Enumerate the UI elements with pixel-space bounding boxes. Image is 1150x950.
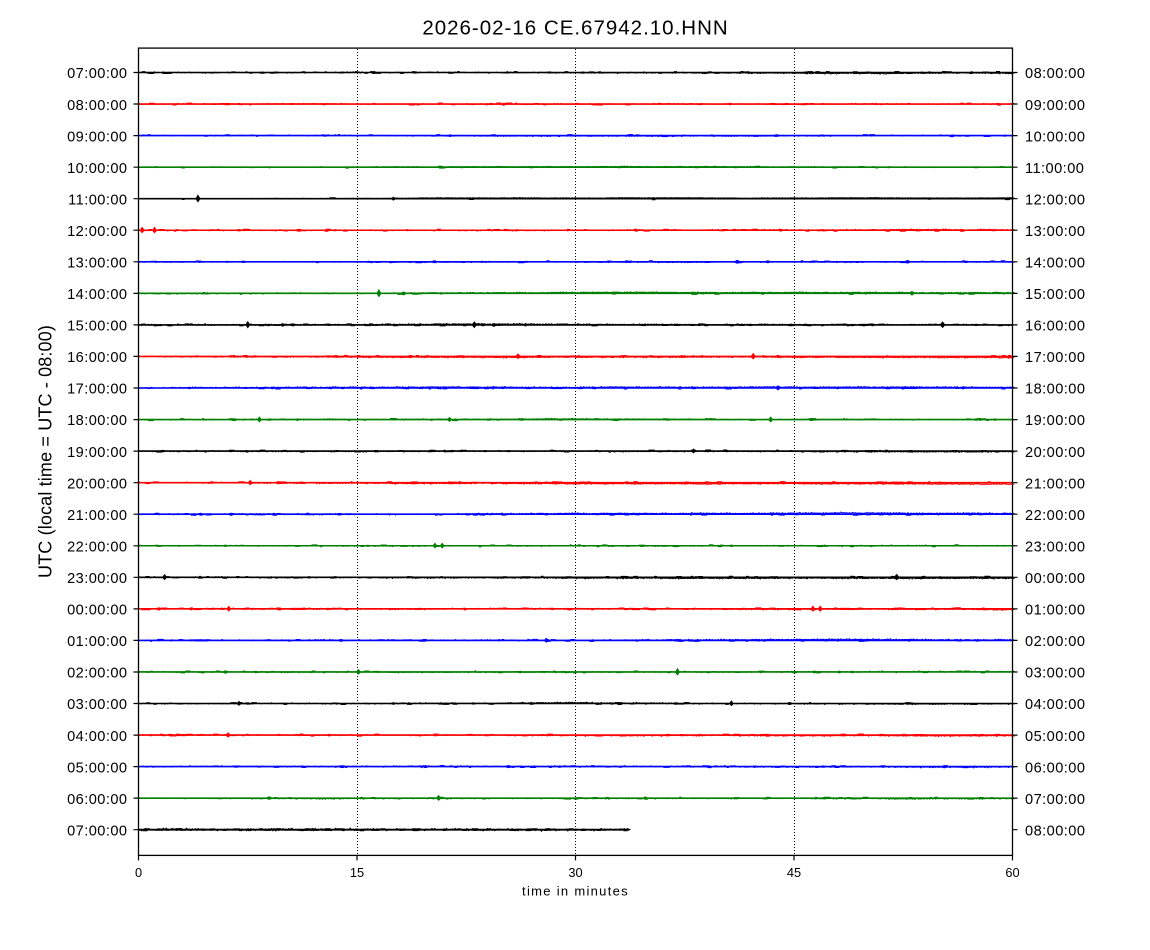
svg-text:18:00:00: 18:00:00 — [1025, 382, 1085, 398]
svg-text:21:00:00: 21:00:00 — [67, 508, 127, 524]
svg-text:11:00:00: 11:00:00 — [1025, 161, 1084, 177]
svg-text:15: 15 — [350, 865, 364, 880]
svg-text:00:00:00: 00:00:00 — [67, 603, 127, 619]
svg-text:09:00:00: 09:00:00 — [67, 129, 127, 145]
svg-text:03:00:00: 03:00:00 — [67, 697, 127, 713]
svg-text:02:00:00: 02:00:00 — [67, 666, 127, 682]
svg-text:14:00:00: 14:00:00 — [1025, 256, 1085, 272]
svg-text:UTC (local time = UTC - 08:00): UTC (local time = UTC - 08:00) — [36, 325, 56, 578]
svg-text:06:00:00: 06:00:00 — [67, 792, 127, 808]
svg-text:09:00:00: 09:00:00 — [1025, 98, 1085, 114]
svg-text:45: 45 — [787, 865, 801, 880]
svg-text:13:00:00: 13:00:00 — [67, 256, 127, 272]
svg-text:07:00:00: 07:00:00 — [67, 823, 127, 839]
svg-text:22:00:00: 22:00:00 — [67, 540, 127, 556]
svg-text:19:00:00: 19:00:00 — [1025, 413, 1085, 429]
svg-text:05:00:00: 05:00:00 — [67, 760, 127, 776]
svg-text:08:00:00: 08:00:00 — [1025, 823, 1085, 839]
svg-text:01:00:00: 01:00:00 — [1025, 603, 1085, 619]
svg-text:10:00:00: 10:00:00 — [67, 161, 127, 177]
svg-text:17:00:00: 17:00:00 — [67, 382, 127, 398]
svg-text:20:00:00: 20:00:00 — [67, 476, 127, 492]
svg-text:07:00:00: 07:00:00 — [67, 66, 127, 82]
svg-text:19:00:00: 19:00:00 — [67, 445, 127, 461]
svg-text:00:00:00: 00:00:00 — [1025, 571, 1085, 587]
svg-text:17:00:00: 17:00:00 — [1025, 350, 1085, 366]
svg-text:30: 30 — [568, 865, 582, 880]
svg-text:15:00:00: 15:00:00 — [1025, 287, 1085, 303]
svg-text:23:00:00: 23:00:00 — [1025, 540, 1085, 556]
svg-text:07:00:00: 07:00:00 — [1025, 792, 1085, 808]
svg-text:12:00:00: 12:00:00 — [67, 224, 127, 240]
svg-text:03:00:00: 03:00:00 — [1025, 666, 1085, 682]
svg-text:02:00:00: 02:00:00 — [1025, 634, 1085, 650]
svg-text:08:00:00: 08:00:00 — [1025, 66, 1085, 82]
svg-text:14:00:00: 14:00:00 — [67, 287, 127, 303]
svg-text:20:00:00: 20:00:00 — [1025, 445, 1085, 461]
svg-text:21:00:00: 21:00:00 — [1025, 476, 1085, 492]
svg-text:22:00:00: 22:00:00 — [1025, 508, 1085, 524]
svg-text:01:00:00: 01:00:00 — [67, 634, 127, 650]
svg-text:60: 60 — [1005, 865, 1019, 880]
svg-text:10:00:00: 10:00:00 — [1025, 129, 1085, 145]
svg-text:11:00:00: 11:00:00 — [68, 192, 127, 208]
svg-text:04:00:00: 04:00:00 — [1025, 697, 1085, 713]
svg-text:15:00:00: 15:00:00 — [67, 319, 127, 335]
svg-text:time in minutes: time in minutes — [522, 884, 629, 899]
svg-text:05:00:00: 05:00:00 — [1025, 729, 1085, 745]
svg-text:04:00:00: 04:00:00 — [67, 729, 127, 745]
svg-text:16:00:00: 16:00:00 — [1025, 319, 1085, 335]
svg-text:0: 0 — [135, 865, 142, 880]
svg-text:16:00:00: 16:00:00 — [67, 350, 127, 366]
svg-text:12:00:00: 12:00:00 — [1025, 192, 1085, 208]
svg-text:23:00:00: 23:00:00 — [67, 571, 127, 587]
svg-text:08:00:00: 08:00:00 — [67, 98, 127, 114]
svg-text:13:00:00: 13:00:00 — [1025, 224, 1085, 240]
svg-text:2026-02-16 CE.67942.10.HNN: 2026-02-16 CE.67942.10.HNN — [422, 17, 728, 40]
svg-text:06:00:00: 06:00:00 — [1025, 760, 1085, 776]
svg-text:18:00:00: 18:00:00 — [67, 413, 127, 429]
